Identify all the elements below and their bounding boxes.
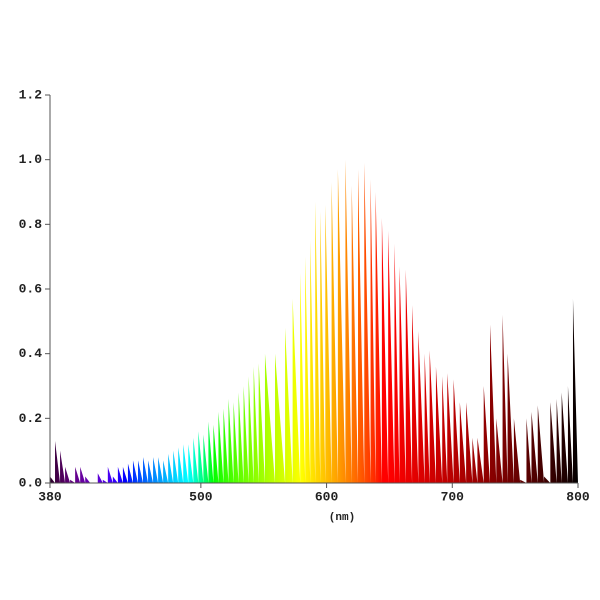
- x-tick-label: 600: [315, 489, 339, 504]
- x-tick-label: 380: [38, 489, 62, 504]
- x-tick-label: 500: [189, 489, 213, 504]
- y-tick-label: 0.0: [19, 475, 43, 490]
- spectrum-area: [50, 159, 578, 483]
- x-axis-label: (nm): [329, 512, 355, 524]
- x-tick-label: 700: [441, 489, 465, 504]
- y-tick-label: 1.2: [19, 87, 43, 102]
- x-tick-label: 800: [566, 489, 590, 504]
- y-tick-label: 0.8: [19, 217, 43, 232]
- y-tick-label: 0.6: [19, 281, 43, 296]
- y-tick-label: 0.2: [19, 411, 43, 426]
- y-tick-label: 0.4: [19, 346, 43, 361]
- y-tick-label: 1.0: [19, 152, 43, 167]
